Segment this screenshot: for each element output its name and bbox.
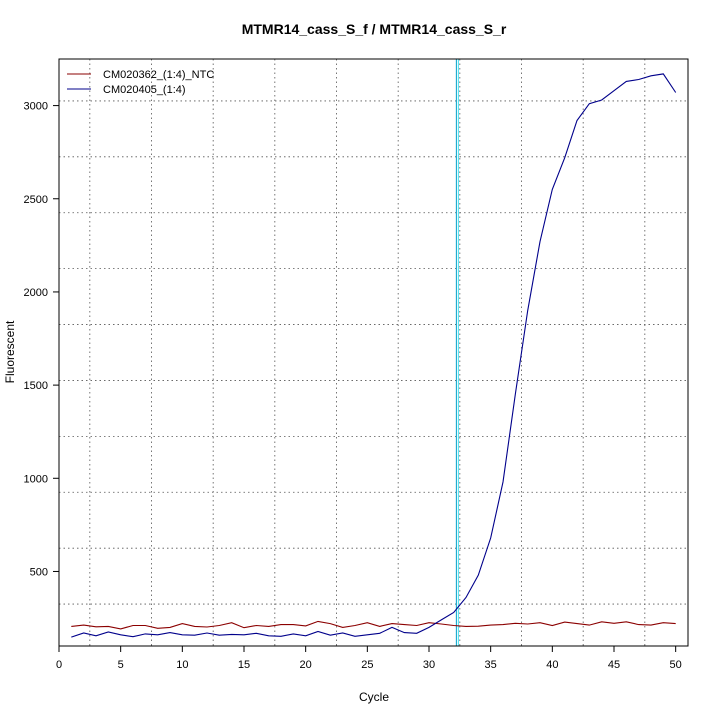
y-tick-label: 1000 <box>24 473 48 485</box>
y-tick-label: 2500 <box>24 194 48 206</box>
y-tick-label: 1500 <box>24 380 48 392</box>
grid <box>59 59 688 646</box>
y-tick-label: 3000 <box>24 101 48 113</box>
y-tick-label: 2000 <box>24 287 48 299</box>
legend-label-ntc: CM020362_(1:4)_NTC <box>103 69 214 81</box>
chart-title: MTMR14_cass_S_f / MTMR14_cass_S_r <box>242 21 507 37</box>
x-tick-label: 15 <box>238 659 250 671</box>
legend: CM020362_(1:4)_NTC CM020405_(1:4) <box>67 69 214 96</box>
x-axis: 0 5 10 15 20 25 30 35 40 45 50 <box>56 646 682 671</box>
x-tick-label: 45 <box>608 659 620 671</box>
x-tick-label: 35 <box>485 659 497 671</box>
x-tick-label: 5 <box>118 659 124 671</box>
x-tick-label: 50 <box>670 659 682 671</box>
legend-label-sample: CM020405_(1:4) <box>103 84 186 96</box>
threshold-line <box>455 59 459 646</box>
x-tick-label: 0 <box>56 659 62 671</box>
y-axis-label: Fluorescent <box>3 320 17 383</box>
series-line-ntc <box>71 620 676 630</box>
x-axis-label: Cycle <box>359 690 389 704</box>
x-tick-label: 40 <box>546 659 558 671</box>
series-line-sample <box>71 73 677 638</box>
y-axis: 500 1000 1500 2000 2500 3000 <box>24 101 59 578</box>
x-tick-label: 30 <box>423 659 435 671</box>
x-tick-label: 20 <box>300 659 312 671</box>
y-tick-label: 500 <box>30 566 48 578</box>
plot-frame <box>58 58 689 647</box>
x-tick-label: 25 <box>361 659 373 671</box>
series-lines <box>71 73 677 638</box>
x-tick-label: 10 <box>176 659 188 671</box>
